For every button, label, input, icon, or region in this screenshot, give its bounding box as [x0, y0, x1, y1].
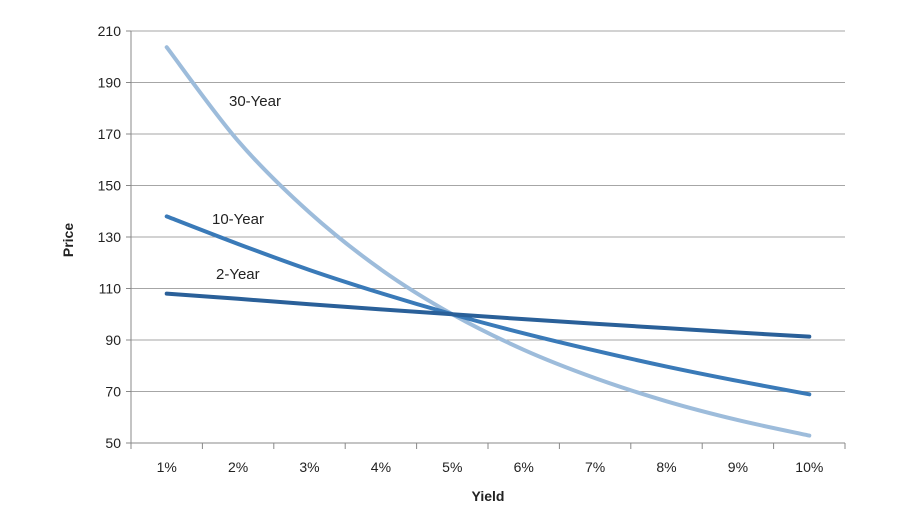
x-tick-label: 9% [728, 459, 748, 475]
y-tick-label: 110 [99, 281, 122, 297]
y-tick-label: 170 [98, 126, 122, 142]
y-tick-label: 130 [98, 229, 122, 245]
x-tick-label: 2% [228, 459, 248, 475]
x-axis-title: Yield [472, 488, 505, 504]
series-line-2-year [164, 291, 812, 339]
series-label-30-year: 30-Year [229, 93, 281, 110]
y-tick-label: 150 [98, 178, 122, 194]
y-tick-label: 70 [105, 384, 121, 400]
y-axis-title: Price [60, 223, 76, 257]
y-tick-label: 190 [98, 75, 122, 91]
x-tick-labels: 1% 2% 3% 4% 5% 6% 7% 8% 9% 10% [157, 459, 824, 475]
y-tick-label: 210 [98, 23, 122, 39]
x-tick-label: 3% [299, 459, 319, 475]
series-label-10-year: 10-Year [212, 211, 264, 228]
x-tick-label: 1% [157, 459, 177, 475]
y-tick-labels: 50 70 90 110 130 150 170 190 210 [98, 23, 122, 451]
series-label-2-year: 2-Year [216, 266, 260, 283]
y-tick-label: 50 [105, 435, 121, 451]
x-tick-label: 5% [442, 459, 462, 475]
x-tick-label: 6% [514, 459, 534, 475]
series-line-30-year [164, 45, 812, 438]
x-tick-label: 7% [585, 459, 605, 475]
axes [126, 30, 846, 449]
x-tick-label: 10% [795, 459, 823, 475]
series-line-10-year [164, 214, 812, 397]
x-tick-label: 8% [656, 459, 676, 475]
series-lines [164, 45, 812, 438]
gridlines [131, 30, 845, 392]
x-tick-label: 4% [371, 459, 391, 475]
series-labels: 2-Year 10-Year 30-Year [212, 93, 281, 283]
y-tick-label: 90 [105, 332, 121, 348]
